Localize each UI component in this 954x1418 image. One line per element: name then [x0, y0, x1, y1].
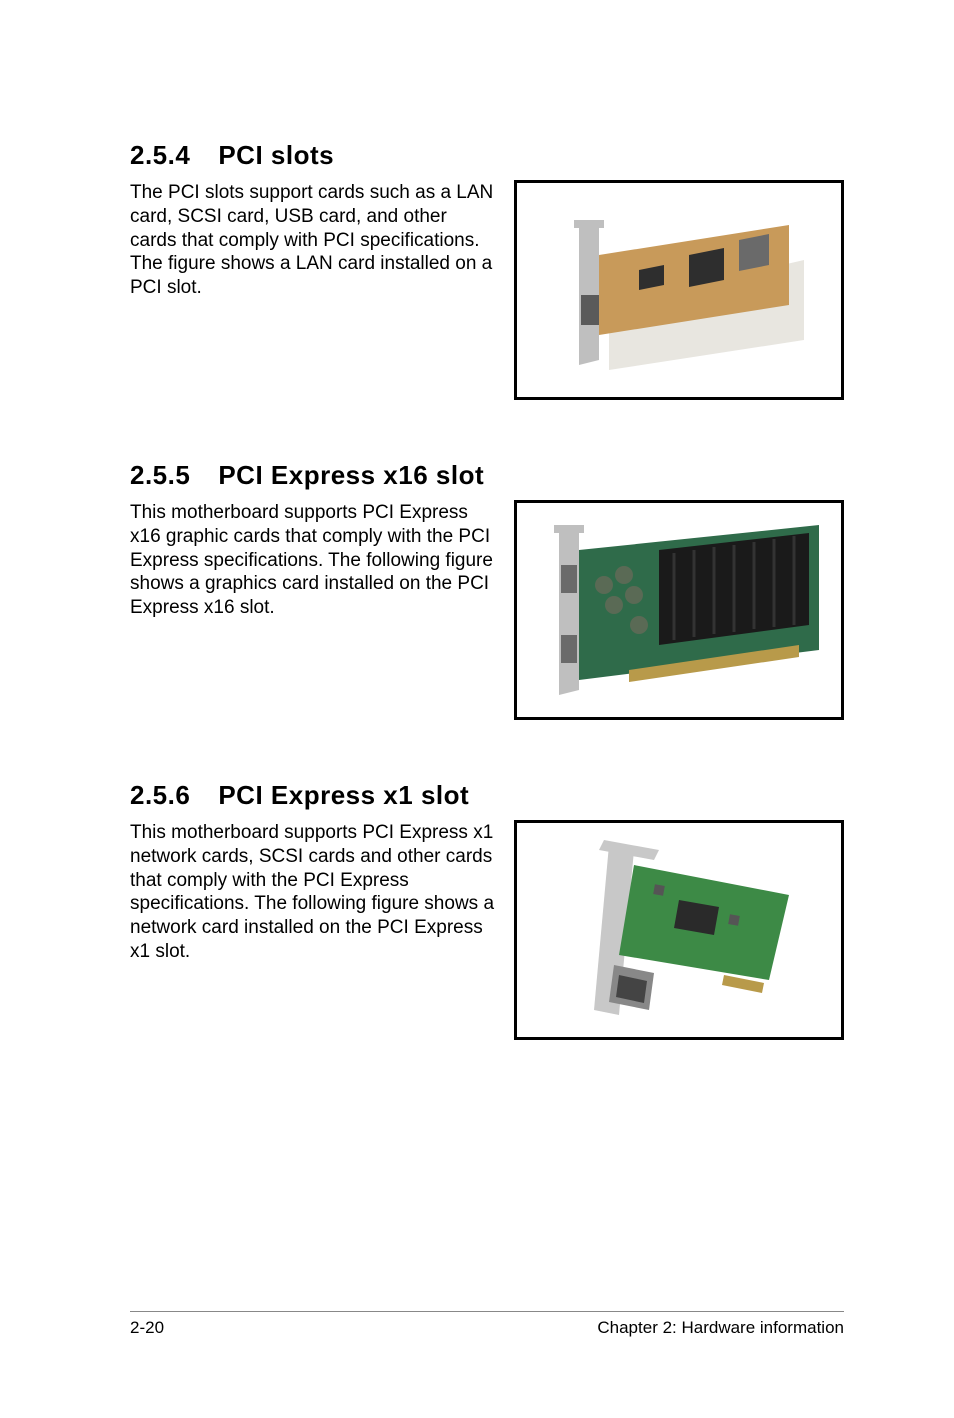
section-pci-slots: 2.5.4 PCI slots The PCI slots support car…: [130, 140, 844, 400]
section-title: PCI Express x16 slot: [218, 460, 484, 490]
page-content: 2.5.4 PCI slots The PCI slots support car…: [0, 0, 954, 1040]
section-row: 2.5.4 PCI slots The PCI slots support car…: [130, 140, 844, 400]
section-title: PCI Express x1 slot: [218, 780, 469, 810]
page-footer: 2-20 Chapter 2: Hardware information: [0, 1311, 954, 1338]
section-row: 2.5.6 PCI Express x1 slot This motherboar…: [130, 780, 844, 1040]
section-number: 2.5.4: [130, 140, 190, 171]
section-heading: 2.5.4 PCI slots: [130, 140, 494, 171]
footer-line: 2-20 Chapter 2: Hardware information: [130, 1311, 844, 1338]
figure-pcie-x1-nic: [514, 820, 844, 1040]
text-column: 2.5.5 PCI Express x16 slot This motherboa…: [130, 460, 494, 620]
text-column: 2.5.4 PCI slots The PCI slots support car…: [130, 140, 494, 300]
gpu-card-icon: [519, 505, 839, 715]
footer-chapter: Chapter 2: Hardware information: [597, 1318, 844, 1338]
figure-pci-lan-card: [514, 180, 844, 400]
section-pcie-x16: 2.5.5 PCI Express x16 slot This motherboa…: [130, 460, 844, 720]
pci-lan-card-icon: [519, 185, 839, 395]
nic-card-icon: [519, 825, 839, 1035]
section-title: PCI slots: [218, 140, 334, 170]
section-body: This motherboard supports PCI Express x1…: [130, 821, 494, 964]
section-pcie-x1: 2.5.6 PCI Express x1 slot This motherboar…: [130, 780, 844, 1040]
text-column: 2.5.6 PCI Express x1 slot This motherboar…: [130, 780, 494, 964]
section-number: 2.5.6: [130, 780, 190, 811]
section-row: 2.5.5 PCI Express x16 slot This motherboa…: [130, 460, 844, 720]
section-heading: 2.5.5 PCI Express x16 slot: [130, 460, 494, 491]
figure-pcie-x16-gpu: [514, 500, 844, 720]
section-heading: 2.5.6 PCI Express x1 slot: [130, 780, 494, 811]
section-body: This motherboard supports PCI Express x1…: [130, 501, 494, 620]
section-body: The PCI slots support cards such as a LA…: [130, 181, 494, 300]
section-number: 2.5.5: [130, 460, 190, 491]
footer-page-number: 2-20: [130, 1318, 164, 1338]
